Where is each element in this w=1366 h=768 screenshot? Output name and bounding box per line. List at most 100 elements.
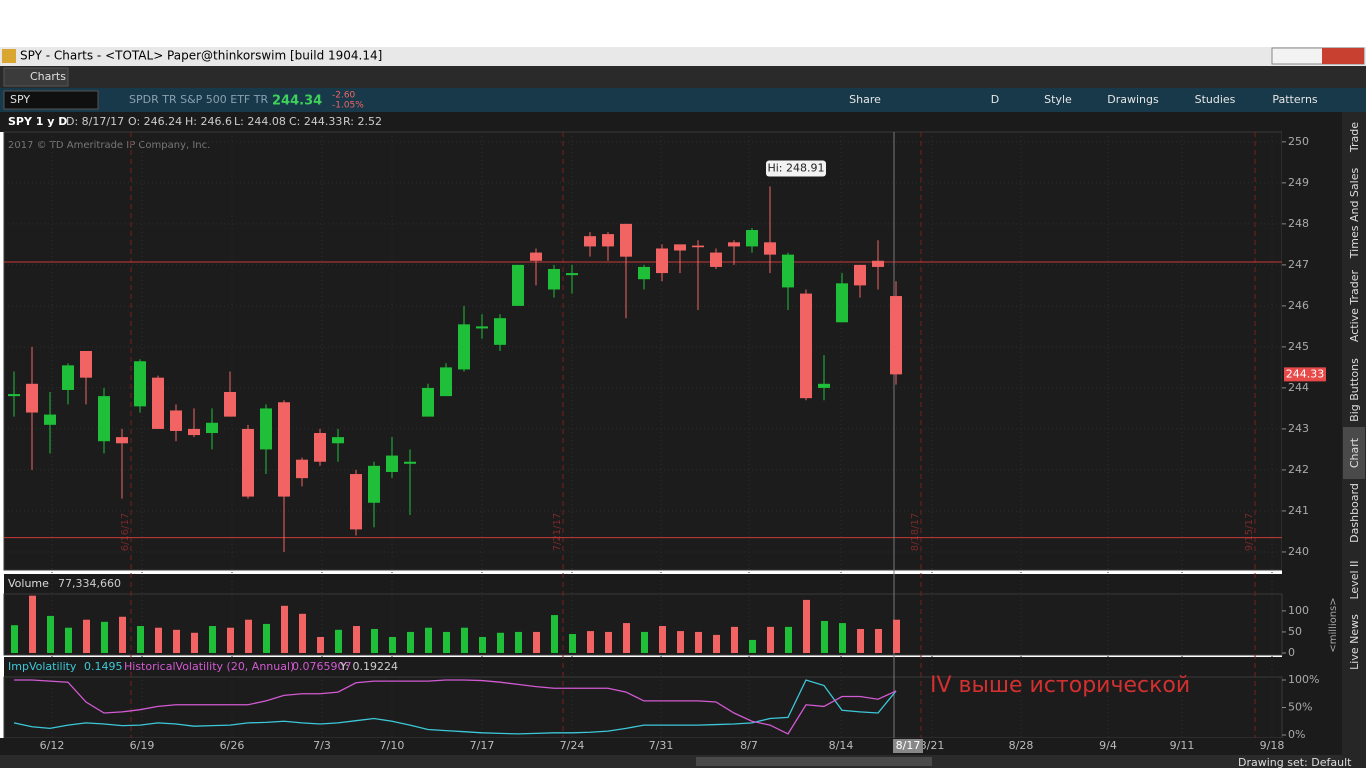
candle-body (44, 414, 56, 425)
volatility-tick-label: 100% (1288, 673, 1319, 686)
sidebar-tab[interactable]: Big Buttons (1348, 358, 1361, 422)
volume-bar (209, 626, 216, 653)
x-tick-label: 8/21 (920, 739, 945, 752)
candle-body (8, 394, 20, 397)
toolbar-button[interactable]: D (991, 93, 999, 106)
volatility-tick-label: 0% (1288, 728, 1305, 741)
candle-body (602, 234, 614, 247)
sidebar-tab[interactable]: Level II (1348, 560, 1361, 599)
toolbar-button[interactable]: Style (1044, 93, 1072, 106)
candle-body (188, 428, 200, 436)
change-pct: -1.05% (332, 101, 364, 111)
candle-body (152, 377, 164, 429)
cursor-date: 8/17 (896, 739, 921, 752)
volume-bar (767, 626, 774, 653)
charts-tab[interactable] (3, 67, 69, 87)
sidebar-tab[interactable]: Active Trader (1348, 269, 1361, 342)
volatility-line (13, 679, 897, 735)
x-tick-label: 7/3 (313, 739, 331, 752)
volume-bar (119, 616, 126, 653)
candle-body (404, 461, 416, 464)
y-tick-label: 250 (1288, 135, 1309, 148)
sidebar-tab[interactable]: Times And Sales (1348, 168, 1361, 260)
volume-bar (713, 634, 720, 653)
expiration-label: 9/15/17 (1244, 513, 1255, 552)
candle-body (548, 268, 560, 290)
volume-bar (479, 636, 486, 653)
candle-body (728, 242, 740, 247)
volume-bar (227, 627, 234, 653)
title-bar (0, 47, 1366, 66)
y-tick-label: 240 (1288, 545, 1309, 558)
sidebar-tab[interactable]: Live News (1348, 614, 1361, 670)
candle-body (98, 396, 110, 442)
volume-bar (893, 619, 900, 653)
volume-bar (461, 627, 468, 653)
sidebar-tab[interactable]: Chart (1348, 437, 1361, 468)
toolbar-button[interactable]: Share (849, 93, 881, 106)
volume-bar (731, 626, 738, 653)
volume-bar (677, 631, 684, 653)
volatility-tick-label: 50% (1288, 701, 1312, 714)
x-tick-label: 7/10 (380, 739, 405, 752)
volume-bar (659, 626, 666, 653)
x-tick-label: 6/19 (130, 739, 155, 752)
header-field: D: 8/17/17 (66, 115, 124, 128)
candle-body (278, 402, 290, 497)
volume-bar (551, 615, 558, 653)
candle-body (584, 236, 596, 247)
toolbar-button[interactable]: Patterns (1272, 93, 1318, 106)
volume-bar (47, 615, 54, 653)
last-price-label: 244.33 (1286, 367, 1325, 380)
toolbar-button[interactable]: Drawings (1107, 93, 1159, 106)
candle-body (746, 230, 758, 247)
volatility-annotation: IV выше исторической (930, 673, 1190, 698)
volume-bar (875, 628, 882, 653)
x-tick-label: 7/31 (649, 739, 674, 752)
volatility-readout: Y: 0.19224 (339, 660, 398, 673)
y-tick-label: 248 (1288, 217, 1309, 230)
volume-bar (605, 631, 612, 653)
volume-bar (803, 599, 810, 653)
toolbar-button[interactable]: Studies (1195, 93, 1236, 106)
candle-body (494, 318, 506, 345)
candle-body (260, 408, 272, 450)
volume-tick-label: 50 (1288, 625, 1302, 638)
candle-body (566, 273, 578, 276)
y-tick-label: 249 (1288, 176, 1309, 189)
volume-bar (353, 626, 360, 653)
volume-bar (623, 623, 630, 653)
volatility-panel (3, 676, 1283, 739)
volume-bar (335, 629, 342, 653)
volume-bar (191, 632, 198, 653)
symbol-box[interactable] (3, 90, 99, 110)
volume-bar (497, 632, 504, 653)
x-tick-label: 9/18 (1260, 739, 1285, 752)
volume-bar (299, 613, 306, 653)
candle-body (530, 252, 542, 261)
x-tick-label: 7/24 (560, 739, 585, 752)
high-label: Hi: 248.91 (767, 162, 824, 175)
close-button[interactable] (1322, 48, 1364, 64)
volume-readout: 77,334,660 (58, 577, 121, 590)
header-field: H: 246.6 (185, 115, 232, 128)
candle-body (314, 433, 326, 462)
header-field: O: 246.24 (128, 115, 182, 128)
candle-body (206, 422, 218, 434)
scrollbar[interactable] (696, 757, 932, 766)
sidebar-tab-active[interactable] (1343, 427, 1365, 479)
candle-body (476, 326, 488, 329)
sidebar-tab[interactable]: Dashboard (1348, 483, 1361, 543)
expiration-label: 8/18/17 (910, 513, 921, 552)
volume-axis-label: <millions> (1328, 597, 1339, 652)
tab-label[interactable]: Charts (30, 70, 66, 83)
symbol[interactable]: SPY (10, 93, 30, 106)
candle-body (674, 244, 686, 251)
cursor-date-box (893, 739, 923, 753)
volume-bar (785, 626, 792, 653)
sidebar-tab[interactable]: Trade (1348, 122, 1361, 153)
candle-body (656, 248, 668, 274)
volume-bar (533, 631, 540, 653)
candle-body (710, 252, 722, 267)
volume-bar (857, 628, 864, 653)
